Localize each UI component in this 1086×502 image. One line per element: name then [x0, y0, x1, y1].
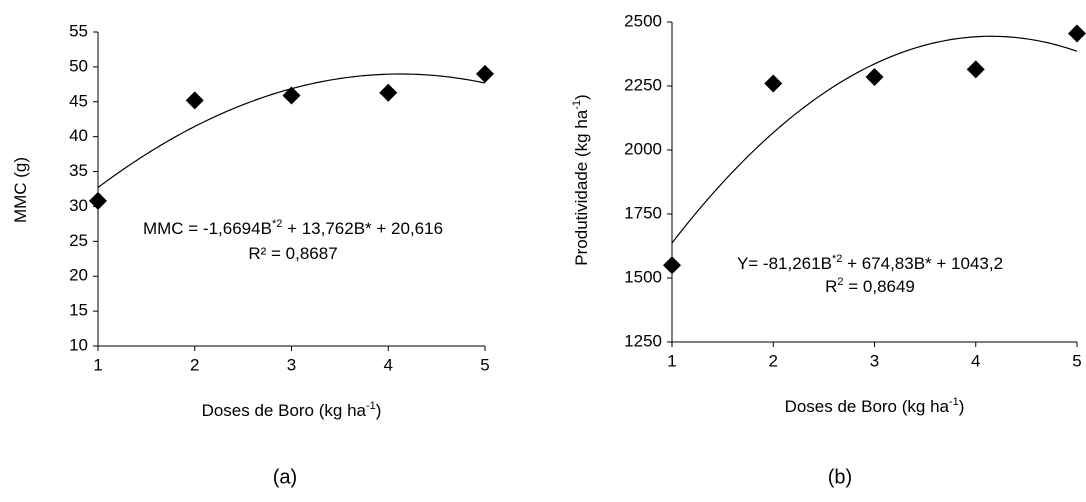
y-tick-label: 1750	[624, 203, 662, 222]
x-tick-label: 4	[971, 351, 980, 370]
equation-part: Y= -81,261B	[737, 254, 832, 273]
y-tick-label: 35	[69, 161, 88, 180]
y-tick-label: 50	[69, 56, 88, 75]
y-tick-label: 40	[69, 126, 88, 145]
y-tick-label: 20	[69, 266, 88, 285]
y-tick-label: 2500	[624, 11, 662, 30]
x-axis-label-part: Doses de Boro (kg ha	[785, 397, 950, 416]
x-tick-label: 4	[384, 355, 393, 374]
y-tick-label: 2250	[624, 75, 662, 94]
y-axis-label: Produtividade (kg ha-1)	[571, 94, 592, 265]
x-axis-label-part: )	[376, 401, 382, 420]
y-axis-label-part: MMC (g)	[11, 157, 30, 223]
point	[476, 65, 494, 83]
x-tick-label: 3	[870, 351, 879, 370]
point	[186, 91, 204, 109]
y-tick-label: 45	[69, 91, 88, 110]
y-tick-label: 10	[69, 335, 88, 354]
y-tick-label: 15	[69, 301, 88, 320]
x-tick-label: 3	[287, 355, 296, 374]
point	[379, 84, 397, 102]
x-tick-label: 1	[93, 355, 102, 374]
y-tick-label: 55	[69, 21, 88, 40]
equation-part: R	[825, 277, 837, 296]
figure: 1015202530354045505512345Doses de Boro (…	[0, 0, 1086, 502]
equation-part: + 13,762B* + 20,616	[282, 219, 443, 238]
equation: R² = 0,8687	[248, 244, 337, 263]
x-tick-label: 5	[480, 355, 489, 374]
y-axis-label-part: -1	[571, 100, 583, 110]
panel-label: (b)	[828, 466, 852, 488]
equation-part: MMC = -1,6694B	[143, 219, 272, 238]
x-axis-label: Doses de Boro (kg ha-1)	[202, 400, 382, 421]
y-axis-label-part: Produtividade (kg ha	[572, 109, 591, 265]
equation-part: = 0,8649	[844, 277, 915, 296]
x-axis-label-part: Doses de Boro (kg ha	[202, 401, 367, 420]
point	[89, 192, 107, 210]
equation-part: + 674,83B* + 1043,2	[842, 254, 1003, 273]
equation-part: *2	[832, 253, 842, 265]
x-tick-label: 1	[667, 351, 676, 370]
y-tick-label: 2000	[624, 139, 662, 158]
y-tick-label: 1250	[624, 331, 662, 350]
point	[1068, 25, 1086, 43]
y-axis-label: MMC (g)	[11, 157, 30, 223]
panel-label: (a)	[273, 466, 297, 488]
trendline	[672, 36, 1077, 243]
equation-part: R² = 0,8687	[248, 244, 337, 263]
x-axis-label-part: )	[959, 397, 965, 416]
equation: MMC = -1,6694B*2 + 13,762B* + 20,616	[143, 218, 443, 239]
equation-part: *2	[272, 218, 282, 230]
point	[283, 86, 301, 104]
y-tick-label: 1500	[624, 267, 662, 286]
x-tick-label: 2	[769, 351, 778, 370]
x-axis-label-part: -1	[949, 396, 959, 408]
y-axis-label-part: )	[572, 94, 591, 100]
x-axis-label-part: -1	[366, 400, 376, 412]
point	[967, 60, 985, 78]
equation: Y= -81,261B*2 + 674,83B* + 1043,2	[737, 253, 1003, 274]
point	[663, 256, 681, 274]
x-tick-label: 5	[1072, 351, 1081, 370]
point	[764, 74, 782, 92]
point	[866, 68, 884, 86]
x-axis-label: Doses de Boro (kg ha-1)	[785, 396, 965, 417]
y-tick-label: 30	[69, 196, 88, 215]
equation: R2 = 0,8649	[825, 276, 915, 297]
x-tick-label: 2	[190, 355, 199, 374]
y-tick-label: 25	[69, 231, 88, 250]
